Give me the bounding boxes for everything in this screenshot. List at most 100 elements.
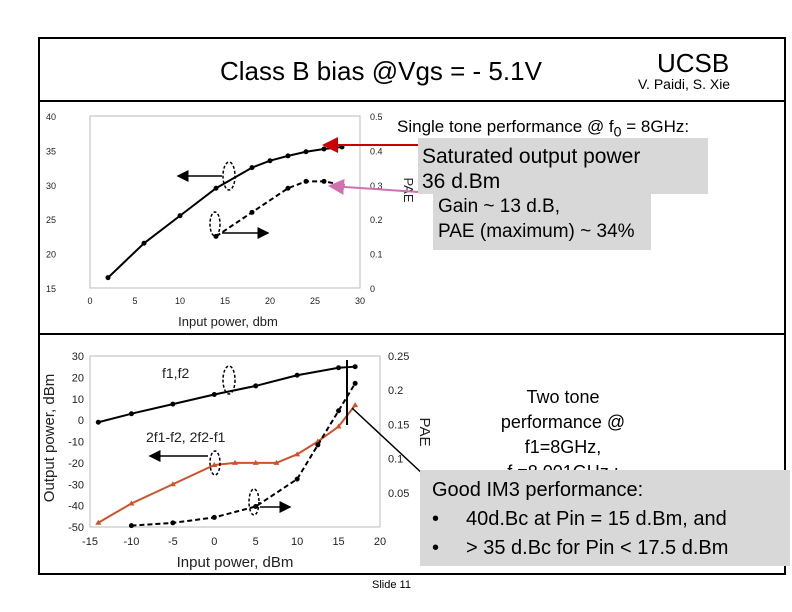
- im3-bullet-2: • > 35 d.Bc for Pin < 17.5 d.Bm: [432, 534, 728, 563]
- y-axis-label: Output power, dBm: [41, 374, 58, 502]
- y2-axis-label: PAE: [401, 177, 416, 202]
- data-point: [336, 365, 342, 371]
- data-point: [336, 408, 342, 414]
- x-tick-label: 10: [175, 296, 185, 306]
- f1-f2-label: f1,f2: [162, 365, 189, 381]
- single-tone-heading-text: Single tone performance @ f: [397, 117, 614, 136]
- y2-tick-label: 0.3: [370, 181, 383, 191]
- slide-frame: [38, 37, 786, 575]
- y-tick-label: 15: [46, 284, 56, 294]
- data-point: [294, 451, 301, 457]
- saturated-line2: 36 d.Bm: [422, 170, 501, 193]
- y-tick-label: 40: [46, 112, 56, 122]
- im3-label: 2f1-f2, 2f2-f1: [146, 429, 226, 445]
- data-point: [128, 411, 134, 417]
- ellipse-marker: [222, 365, 236, 395]
- gain-box: [433, 186, 651, 250]
- data-point: [321, 178, 327, 184]
- single-tone-chart: 0 5 10 15 20 25 30 15 20 25 30 35 40 0 0.1 0.2 0.3 0.4 0.5…: [46, 112, 416, 329]
- y-tick-label: -30: [68, 479, 84, 491]
- single-tone-heading-tail: = 8GHz:: [621, 117, 690, 136]
- x-tick-label: 20: [265, 296, 275, 306]
- x-tick-label: 0: [87, 296, 92, 306]
- two-tone-line1: Two tone: [526, 387, 600, 407]
- header-divider: [38, 100, 786, 102]
- y-tick-label: 30: [72, 351, 84, 363]
- y-tick-label: -10: [68, 437, 84, 449]
- y2-tick-label: 0.25: [388, 351, 409, 363]
- data-point: [273, 459, 280, 465]
- ellipse-marker: [248, 488, 260, 516]
- x-tick-label: -15: [82, 536, 98, 548]
- data-point: [141, 240, 147, 246]
- y-tick-label: 35: [46, 146, 56, 156]
- org-name: UCSB: [657, 48, 730, 78]
- slide-title: Class B bias @Vgs = - 5.1V: [220, 56, 542, 86]
- data-point: [249, 209, 255, 215]
- x-tick-label: 10: [291, 536, 303, 548]
- data-point: [352, 380, 358, 386]
- saturated-line1: Saturated output power: [422, 145, 641, 168]
- data-point: [285, 185, 291, 191]
- gain-line1: Gain ~ 13 d.B,: [438, 196, 560, 217]
- x-axis-label: Input power, dbm: [178, 314, 278, 329]
- y-tick-label: 30: [46, 181, 56, 191]
- data-point: [252, 459, 259, 465]
- x-tick-label: 30: [355, 296, 365, 306]
- data-point: [321, 146, 327, 152]
- y-tick-label: 0: [78, 415, 84, 427]
- ellipse-marker: [209, 211, 221, 237]
- section-divider: [38, 333, 786, 335]
- y-tick-label: 20: [46, 250, 56, 260]
- x-axis-label: Input power, dBm: [177, 554, 294, 571]
- im3-box: [420, 470, 790, 566]
- data-point: [95, 519, 102, 525]
- chart2-plot-area: [89, 355, 381, 528]
- x-tick-label: 5: [253, 536, 259, 548]
- data-point: [303, 178, 309, 184]
- data-point: [213, 185, 219, 191]
- data-point: [285, 153, 291, 159]
- data-point: [253, 503, 259, 509]
- im3-bullet-1: • 40d.Bc at Pin = 15 d.Bm, and: [432, 505, 728, 534]
- series-line-im3: [97, 404, 356, 524]
- im3-title: Good IM3 performance:: [432, 479, 644, 501]
- series-line-pae: [131, 382, 356, 527]
- series-line-pae: [215, 180, 343, 238]
- y2-tick-label: 0.1: [388, 454, 403, 466]
- bullet-icon: •: [432, 508, 440, 530]
- im3-performance: Good IM3 performance: • 40d.Bc at Pin = 1…: [432, 476, 728, 563]
- y-tick-label: 10: [72, 394, 84, 406]
- im3-bullet-2-text: > 35 d.Bc for Pin < 17.5 d.Bm: [466, 537, 729, 559]
- data-point: [335, 423, 342, 429]
- ellipse-marker: [209, 450, 221, 476]
- data-point: [315, 442, 321, 448]
- pink-arrow-icon: [328, 178, 419, 195]
- data-point: [211, 514, 217, 520]
- x-tick-label: 20: [374, 536, 386, 548]
- data-point: [249, 165, 255, 171]
- authors: V. Paidi, S. Xie: [638, 76, 731, 92]
- x-tick-label: 0: [211, 536, 217, 548]
- data-point: [170, 520, 176, 526]
- two-tone-line2: performance @: [500, 412, 626, 432]
- data-point: [303, 149, 309, 155]
- x-tick-label: 15: [220, 296, 230, 306]
- data-point: [267, 158, 273, 164]
- x-tick-label: 25: [310, 296, 320, 306]
- x-tick-label: 5: [132, 296, 137, 306]
- data-point: [211, 462, 218, 468]
- data-point: [352, 402, 359, 408]
- y2-tick-label: 0.2: [370, 215, 383, 225]
- single-tone-heading: Single tone performance @ f0 = 8GHz:: [397, 117, 689, 140]
- y2-axis-label: PAE: [416, 418, 433, 447]
- data-point: [352, 364, 358, 370]
- y2-tick-label: 0.2: [388, 385, 403, 397]
- im3-bullet-1-text: 40d.Bc at Pin = 15 d.Bm, and: [466, 508, 727, 530]
- bullet-icon: •: [432, 537, 440, 559]
- y2-tick-label: 0: [370, 284, 375, 294]
- data-point: [294, 476, 300, 482]
- chart1-plot-area: [89, 115, 361, 289]
- data-point: [105, 275, 111, 281]
